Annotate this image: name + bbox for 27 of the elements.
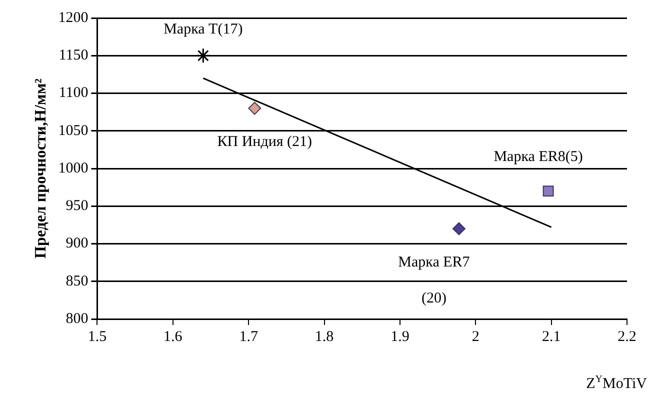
y-tick-label: 1200: [58, 10, 88, 26]
y-tick-label: 800: [66, 310, 88, 327]
point: [452, 222, 466, 236]
y-tick-label: 850: [66, 273, 88, 290]
x-tick-label: 2.2: [618, 328, 636, 345]
y-tick-label: 1100: [58, 85, 88, 102]
y-tick-label: 1150: [58, 48, 88, 64]
x-tick-label: 1.8: [314, 328, 334, 345]
x-tick-label: 1.7: [239, 328, 258, 345]
text: Марка ER7 (20): [398, 254, 470, 307]
x-tick-label: 1.9: [390, 328, 410, 345]
point: [195, 48, 211, 64]
y-tick-label: 900: [66, 236, 88, 252]
series-label: Марка ER8(5): [494, 149, 583, 166]
x-axis-title: Z$^{Y}$MoTiV: [586, 374, 647, 393]
y-tick-label: 1050: [58, 122, 88, 139]
x-tick-label: 2.1: [542, 328, 561, 345]
y-tick-label: 950: [66, 198, 88, 214]
x-tick-label: 2: [472, 328, 480, 345]
point: [248, 102, 262, 115]
y-axis-title: Предел прочности,Н/мм²: [32, 78, 50, 259]
x-tick-label: 1.6: [164, 328, 183, 345]
x-tick-label: 1.5: [88, 328, 107, 345]
point: [542, 186, 554, 197]
series-label: Марка T(17): [164, 22, 243, 38]
series-label: КП Индия (21): [217, 134, 312, 150]
y-tick-label: 1000: [58, 160, 88, 176]
